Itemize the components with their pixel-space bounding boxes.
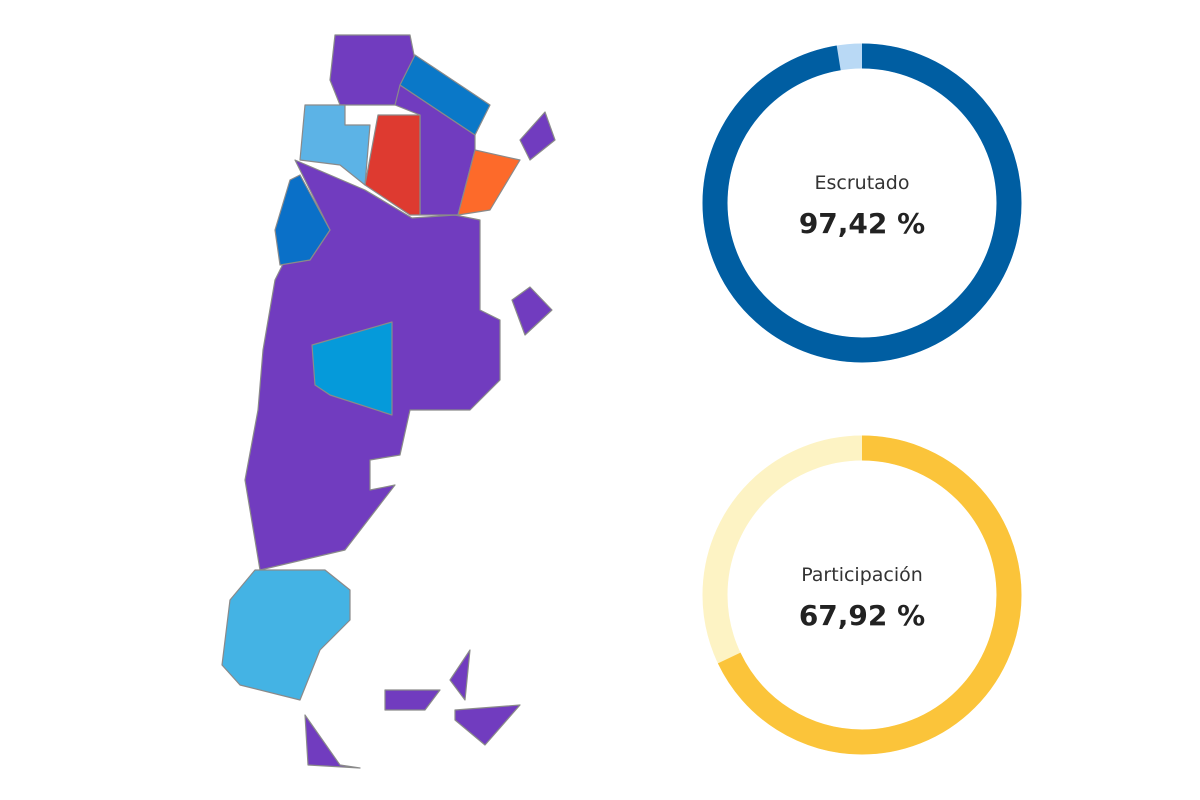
province bbox=[384, 689, 441, 711]
province bbox=[299, 104, 371, 186]
gauge-title: Escrutado bbox=[815, 172, 910, 194]
province bbox=[221, 569, 351, 701]
province bbox=[311, 321, 393, 416]
province bbox=[449, 649, 471, 701]
province bbox=[519, 111, 556, 161]
gauge-arc bbox=[702, 435, 1022, 755]
gauge-value: 67,92 % bbox=[799, 599, 925, 632]
province bbox=[511, 286, 553, 336]
gauge-value: 97,42 % bbox=[799, 207, 925, 240]
province bbox=[304, 714, 361, 769]
province bbox=[454, 704, 521, 746]
province bbox=[399, 54, 491, 136]
province bbox=[457, 149, 521, 216]
gauge-arc bbox=[702, 43, 1022, 363]
province bbox=[274, 174, 331, 266]
province bbox=[364, 114, 421, 216]
map bbox=[221, 34, 556, 769]
gauge-title: Participación bbox=[801, 564, 923, 586]
